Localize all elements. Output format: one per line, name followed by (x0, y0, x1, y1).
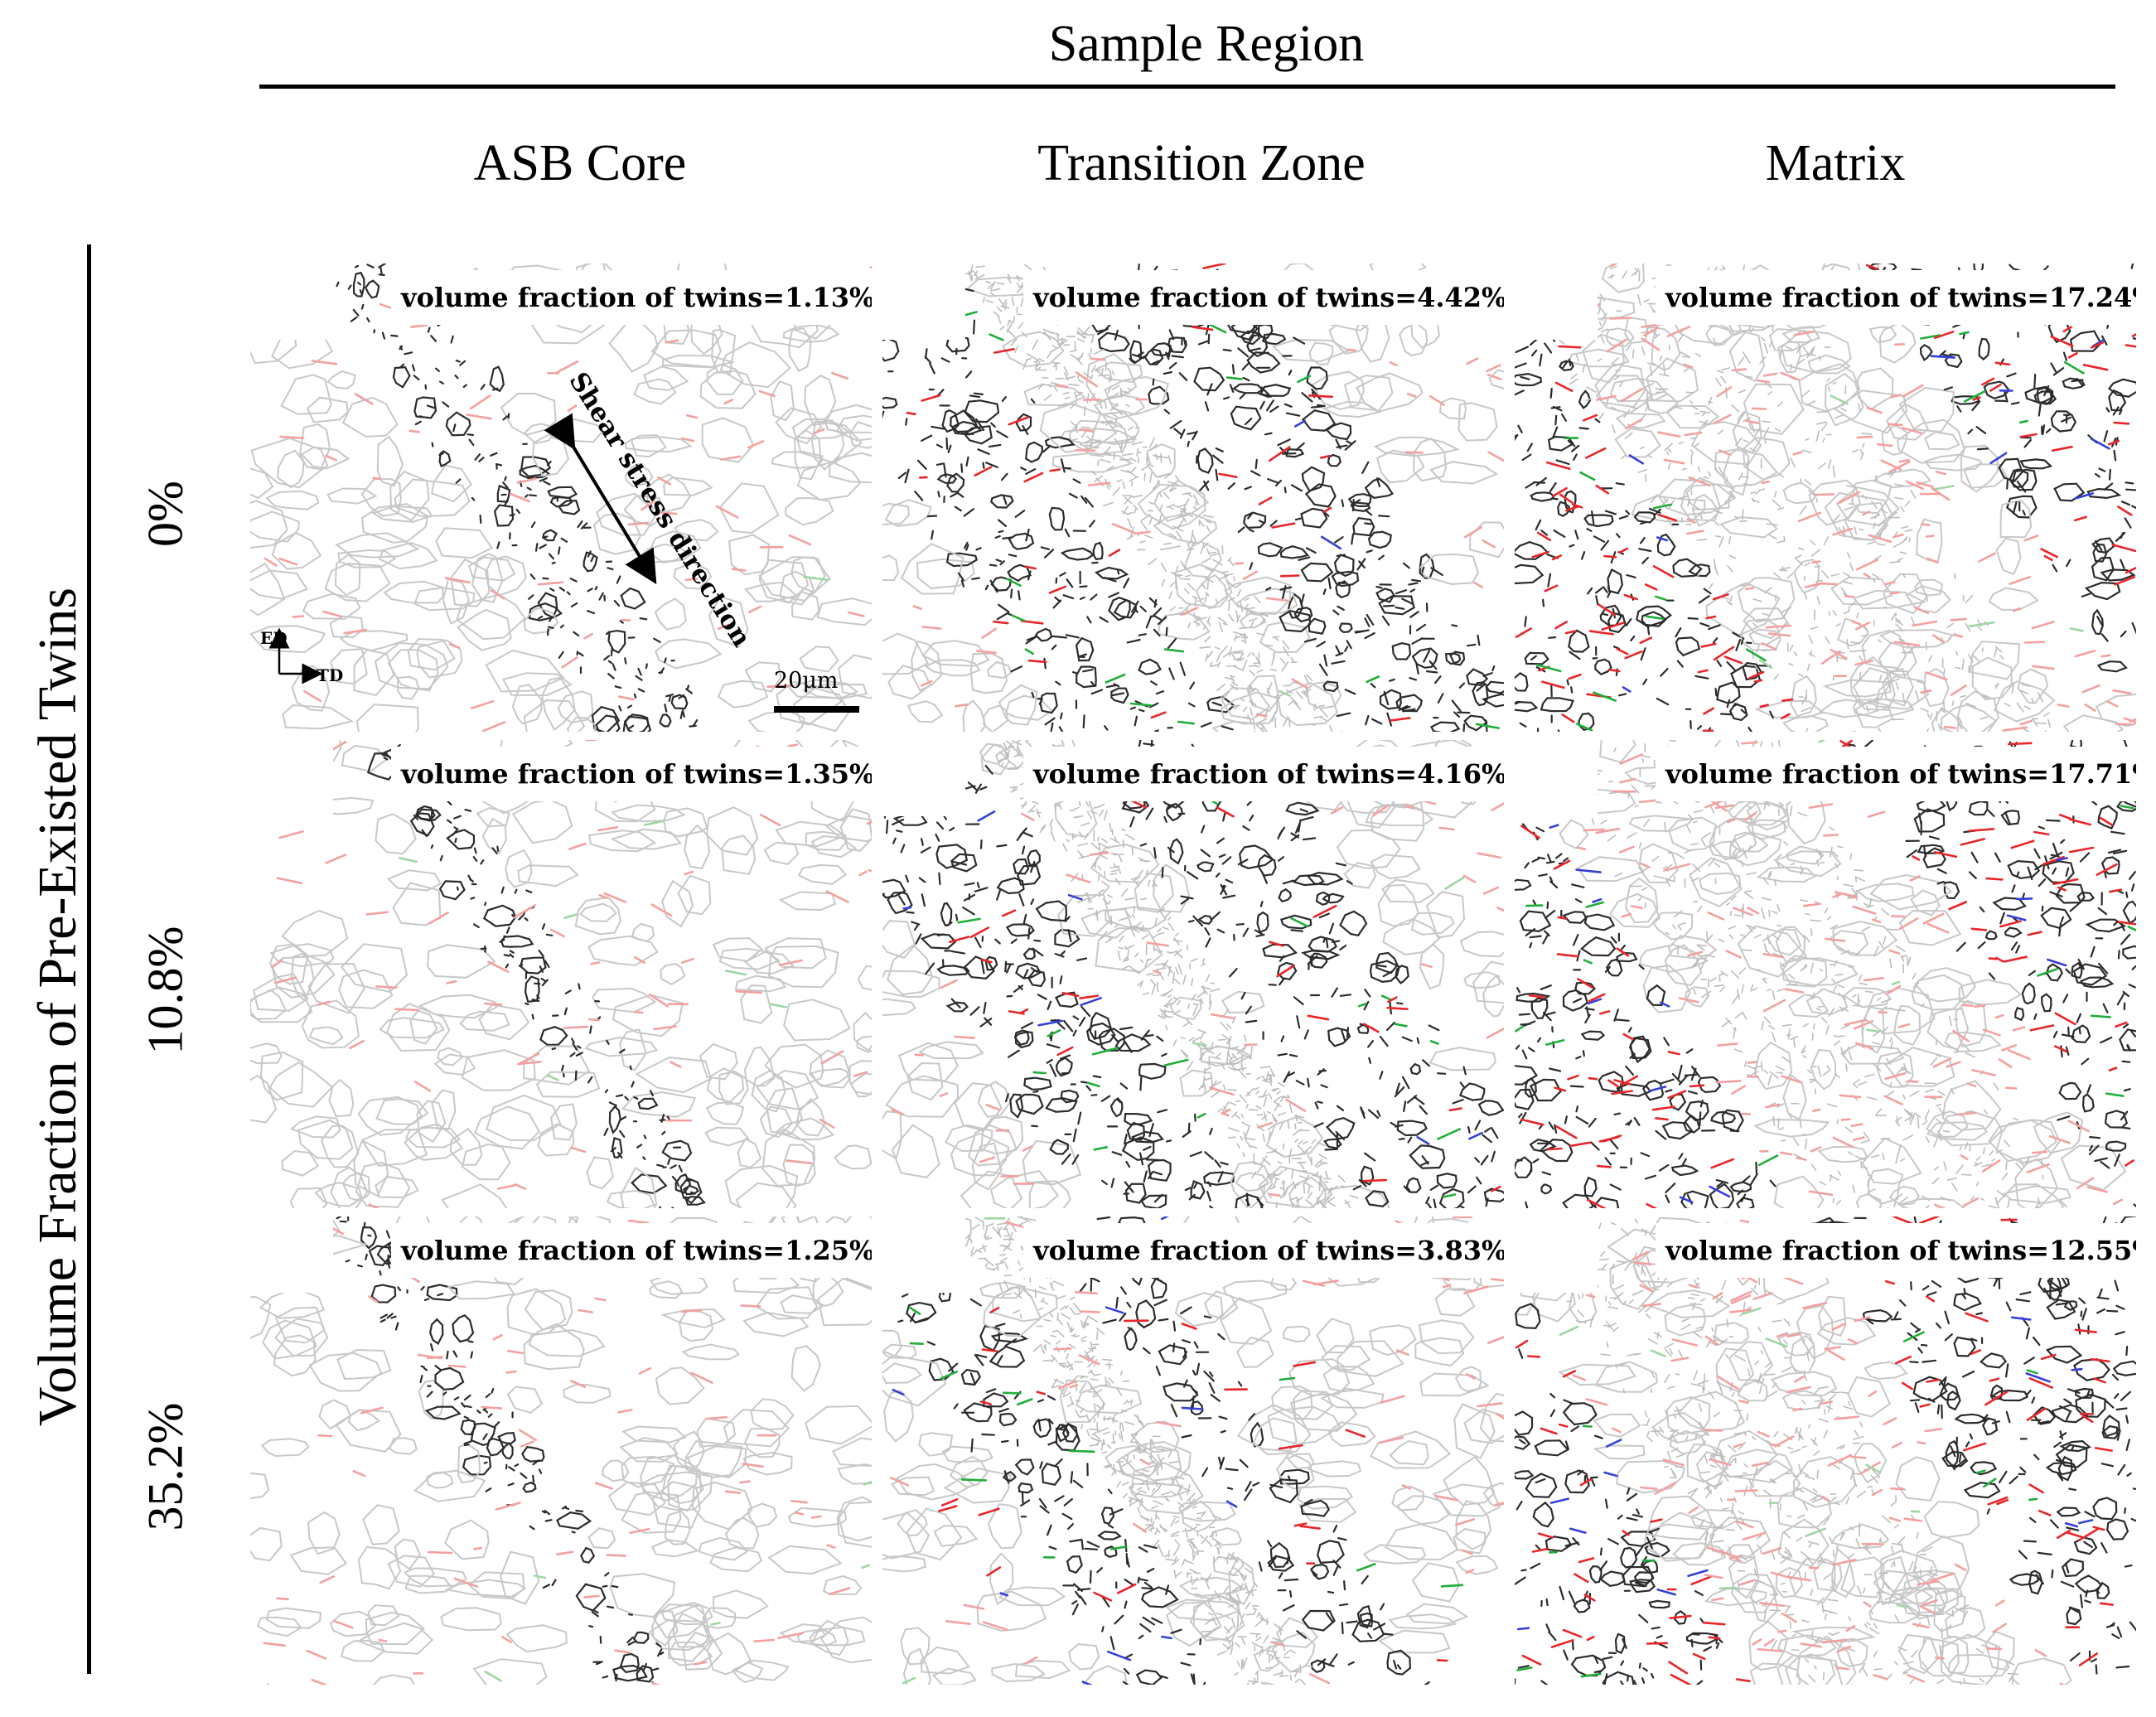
grain-boundary-map (1515, 264, 2136, 732)
volume-fraction-label: volume fraction of twins=17.71% (1656, 747, 2136, 801)
column-label-transition-zone: Transition Zone (1037, 135, 1366, 191)
grain-boundary-map (1515, 1216, 2136, 1685)
row-label-2: 35.2% (138, 1402, 193, 1531)
ebsd-map-r2-c0: volume fraction of twins=1.25% (250, 1216, 872, 1685)
column-label-matrix: Matrix (1765, 135, 1906, 191)
ebsd-map-r2-c1: volume fraction of twins=3.83% (882, 1216, 1504, 1685)
volume-fraction-label: volume fraction of twins=17.24% (1656, 270, 2136, 325)
ebsd-map-r1-c1: volume fraction of twins=4.16% (882, 740, 1504, 1208)
header-title: Sample Region (1048, 16, 1365, 72)
volume-fraction-label: volume fraction of twins=4.16% (1023, 747, 1504, 801)
axis-label-ed: ED (260, 628, 288, 648)
ebsd-map-r0-c1: volume fraction of twins=4.42% (882, 264, 1504, 732)
volume-fraction-label: volume fraction of twins=1.13% (391, 270, 872, 325)
column-label-asb-core: ASB Core (473, 135, 687, 191)
grain-boundary-map (882, 264, 1504, 732)
volume-fraction-label: volume fraction of twins=12.55% (1656, 1223, 2136, 1278)
volume-fraction-label: volume fraction of twins=3.83% (1023, 1223, 1504, 1278)
ebsd-map-r1-c2: volume fraction of twins=17.71% (1515, 740, 2136, 1208)
side-rule (87, 244, 91, 1674)
axis-label-td: TD (317, 665, 344, 685)
ebsd-map-r0-c2: volume fraction of twins=17.24% (1515, 264, 2136, 732)
ebsd-map-r0-c0: volume fraction of twins=1.13% Shear stre… (250, 264, 872, 732)
header-rule (259, 85, 2115, 89)
row-label-1: 10.8% (138, 926, 193, 1055)
scale-bar-label: 20μm (774, 668, 839, 694)
ebsd-map-r1-c0: volume fraction of twins=1.35% (250, 740, 872, 1208)
grain-boundary-map (250, 740, 872, 1208)
y-axis-title: Volume Fraction of Pre-Existed Twins (27, 587, 88, 1427)
ebsd-map-r2-c2: volume fraction of twins=12.55% (1515, 1216, 2136, 1685)
row-label-0: 0% (138, 481, 193, 547)
shear-arrow-icon (268, 413, 657, 684)
scale-bar (774, 706, 859, 713)
grain-boundary-map (250, 1216, 872, 1685)
grain-boundary-map (1515, 740, 2136, 1208)
volume-fraction-label: volume fraction of twins=1.35% (391, 747, 872, 801)
figure-header: Sample Region (0, 15, 2156, 74)
volume-fraction-label: volume fraction of twins=4.42% (1023, 270, 1504, 325)
grain-boundary-map (882, 1216, 1504, 1685)
volume-fraction-label: volume fraction of twins=1.25% (391, 1223, 872, 1278)
grain-boundary-map (882, 740, 1504, 1208)
